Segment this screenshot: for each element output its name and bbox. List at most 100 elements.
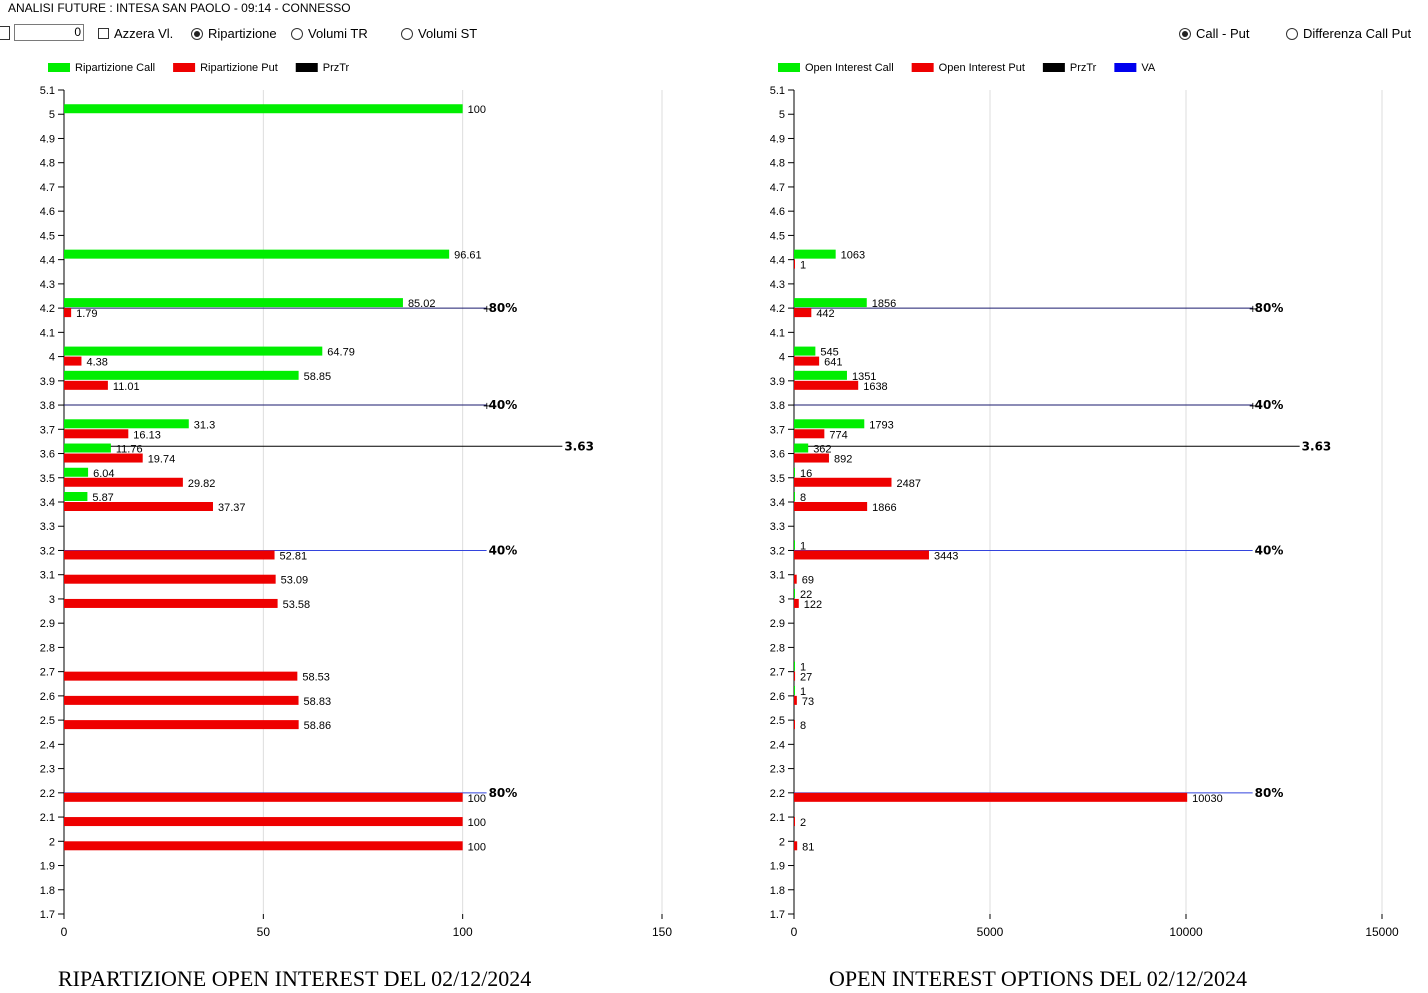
put-bar xyxy=(794,695,797,705)
y-tick-label: 4.4 xyxy=(770,255,785,267)
legend-swatch xyxy=(1114,63,1137,72)
call-bar xyxy=(794,540,795,550)
radio-label-volumi-st: Volumi ST xyxy=(418,26,478,41)
x-tick-label: 5000 xyxy=(977,925,1004,939)
put-value-label: 11.01 xyxy=(113,381,140,393)
put-bar xyxy=(794,453,829,463)
put-bar xyxy=(794,817,795,827)
y-tick-label: 4.8 xyxy=(770,158,785,170)
radio-call-put[interactable]: Call - Put xyxy=(1179,26,1249,41)
y-tick-label: 3.6 xyxy=(40,449,55,461)
call-value-label: 1 xyxy=(800,662,806,674)
put-value-label: 8 xyxy=(800,720,806,732)
call-value-label: 1856 xyxy=(872,298,896,310)
put-bar xyxy=(64,356,82,366)
y-tick-label: 1.7 xyxy=(40,909,55,921)
call-value-label: 100 xyxy=(468,104,486,116)
legend-label: VA xyxy=(1141,62,1156,74)
put-bar xyxy=(64,477,183,487)
y-tick-label: 5 xyxy=(49,109,55,121)
put-bar xyxy=(64,671,298,681)
call-value-label: 6.04 xyxy=(93,468,114,480)
numeric-input[interactable]: 0 xyxy=(14,24,84,41)
y-tick-label: 5 xyxy=(779,109,785,121)
put-bar xyxy=(794,671,796,681)
call-bar xyxy=(794,370,847,380)
y-tick-label: 2.6 xyxy=(40,691,55,703)
y-tick-label: 3.6 xyxy=(770,449,785,461)
put-value-label: 2487 xyxy=(896,478,920,490)
y-tick-label: 2.9 xyxy=(770,618,785,630)
x-tick-label: 0 xyxy=(61,925,68,939)
put-value-label: 73 xyxy=(802,696,814,708)
put-bar xyxy=(794,259,795,269)
y-tick-label: 1.7 xyxy=(770,909,785,921)
y-tick-label: 4.7 xyxy=(40,182,55,194)
legend-label: Ripartizione Call xyxy=(75,62,155,74)
y-tick-label: 3.3 xyxy=(40,521,55,533)
y-tick-label: 4.2 xyxy=(40,303,55,315)
put-value-label: 58.86 xyxy=(304,720,332,732)
radio-dot-volumi-tr[interactable] xyxy=(291,27,303,40)
put-value-label: 442 xyxy=(816,308,834,320)
radio-dot-ripartizione[interactable] xyxy=(191,27,203,40)
reference-label: 3.63 xyxy=(564,439,594,453)
y-tick-label: 2.3 xyxy=(40,764,55,776)
radio-differenza[interactable]: Differenza Call Put xyxy=(1286,26,1411,41)
y-tick-label: 4 xyxy=(49,352,55,364)
y-tick-label: 3.4 xyxy=(40,497,55,509)
y-tick-label: 3.7 xyxy=(770,424,785,436)
radio-dot-call-put[interactable] xyxy=(1179,27,1191,40)
checkbox-box[interactable] xyxy=(98,28,109,39)
y-tick-label: 4.5 xyxy=(770,230,785,242)
call-value-label: 11.76 xyxy=(116,444,143,456)
y-tick-label: 3.1 xyxy=(770,570,785,582)
put-bar xyxy=(64,695,299,705)
radio-volumi-tr[interactable]: Volumi TR xyxy=(291,26,368,41)
y-tick-label: 5.1 xyxy=(770,85,785,97)
put-value-label: 69 xyxy=(802,575,814,587)
put-value-label: 53.58 xyxy=(283,599,311,611)
partial-checkbox[interactable] xyxy=(0,26,10,40)
radio-dot-differenza[interactable] xyxy=(1286,27,1298,40)
reference-arrow: + xyxy=(483,304,491,315)
azzera-checkbox[interactable]: Azzera Vl. xyxy=(98,26,173,41)
chart-right-title: OPEN INTEREST OPTIONS DEL 02/12/2024 xyxy=(829,966,1247,991)
y-tick-label: 3.1 xyxy=(40,570,55,582)
radio-dot-volumi-st[interactable] xyxy=(401,27,413,40)
put-value-label: 16.13 xyxy=(133,429,161,441)
y-tick-label: 4.9 xyxy=(40,133,55,145)
y-tick-label: 3.7 xyxy=(40,424,55,436)
call-value-label: 64.79 xyxy=(327,347,355,359)
radio-ripartizione[interactable]: Ripartizione xyxy=(191,26,277,41)
call-bar xyxy=(64,298,403,308)
legend-label: Ripartizione Put xyxy=(200,62,278,74)
azzera-label: Azzera Vl. xyxy=(114,26,174,41)
y-tick-label: 2.5 xyxy=(770,715,785,727)
put-bar xyxy=(794,308,812,318)
legend-swatch xyxy=(173,63,196,72)
put-value-label: 1 xyxy=(800,260,806,272)
y-tick-label: 1.8 xyxy=(40,885,55,897)
call-bar xyxy=(64,104,463,114)
y-tick-label: 4 xyxy=(779,352,785,364)
put-value-label: 37.37 xyxy=(218,502,246,514)
radio-label-ripartizione: Ripartizione xyxy=(208,26,277,41)
y-tick-label: 2.4 xyxy=(770,739,785,751)
y-tick-label: 2.3 xyxy=(770,764,785,776)
put-value-label: 81 xyxy=(802,841,814,853)
call-value-label: 96.61 xyxy=(454,250,482,262)
reference-label: 40% xyxy=(1255,543,1284,557)
y-tick-label: 3.8 xyxy=(40,400,55,412)
legend-label: PrzTr xyxy=(1070,62,1097,74)
radio-volumi-st[interactable]: Volumi ST xyxy=(401,26,477,41)
y-tick-label: 3.4 xyxy=(770,497,785,509)
x-tick-label: 15000 xyxy=(1365,925,1399,939)
radio-label-volumi-tr: Volumi TR xyxy=(308,26,368,41)
y-tick-label: 3.2 xyxy=(770,545,785,557)
y-tick-label: 4.1 xyxy=(770,327,785,339)
x-tick-label: 150 xyxy=(652,925,672,939)
call-bar xyxy=(794,467,795,477)
call-bar xyxy=(64,467,89,477)
